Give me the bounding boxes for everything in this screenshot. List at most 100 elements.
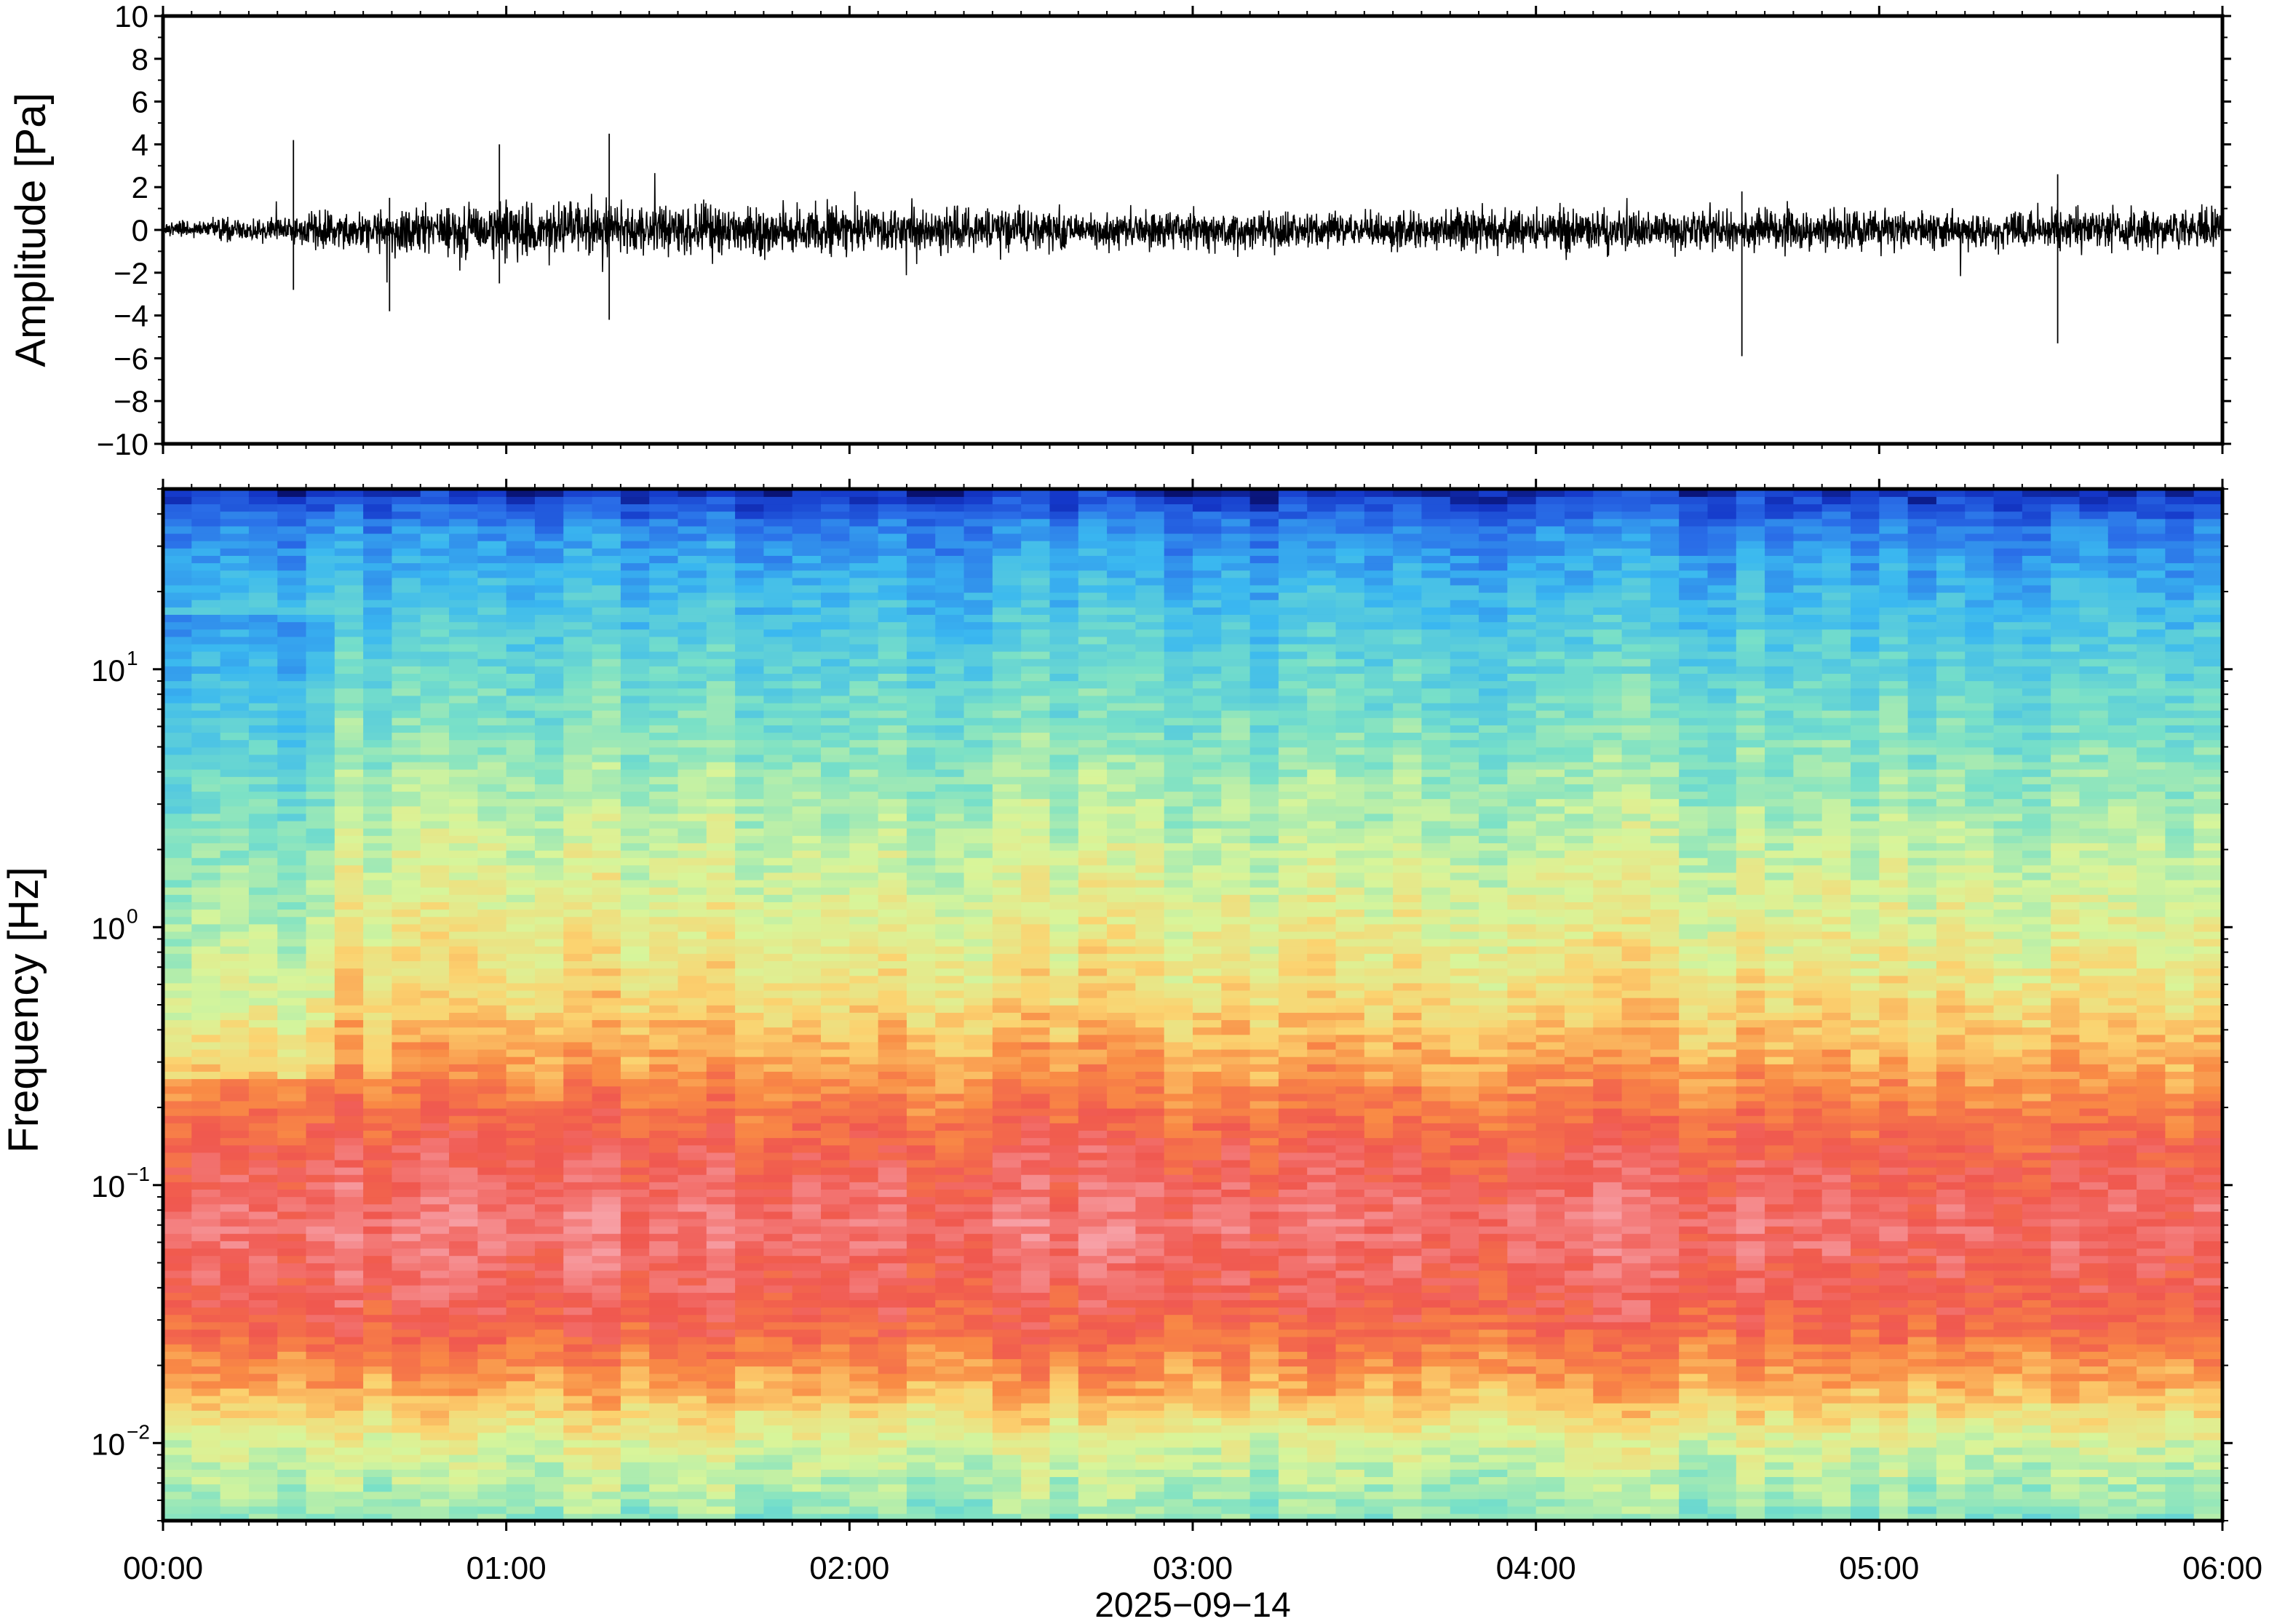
spectrogram-cell [506, 1498, 536, 1507]
spectrogram-cell [592, 1425, 621, 1433]
spectrogram-cell [163, 931, 193, 939]
spectrogram-cell [878, 1159, 907, 1168]
spectrogram-cell [306, 931, 335, 939]
spectrogram-cell [963, 533, 993, 541]
spectrogram-cell [163, 1321, 193, 1330]
spectrogram-cell [363, 805, 393, 814]
spectrogram-cell [677, 518, 707, 527]
spectrogram-cell [1021, 1329, 1051, 1337]
spectrogram-cell [248, 577, 279, 586]
spectrogram-cell [563, 1343, 593, 1352]
spectrogram-cell [706, 666, 736, 674]
spectrogram-cell [935, 1329, 965, 1337]
spectrogram-cell [1135, 982, 1165, 991]
spectrogram-cell [248, 1262, 279, 1271]
spectrogram-cell [735, 894, 765, 902]
spectrogram-cell [792, 1019, 822, 1028]
spectrogram-cell [392, 1292, 421, 1300]
spectrogram-cell [420, 1012, 450, 1021]
spectrogram-cell [477, 1064, 507, 1072]
spectrogram-cell [620, 1395, 650, 1404]
spectrogram-cell [191, 754, 221, 763]
spectrogram-cell [735, 761, 765, 770]
spectrogram-cell [992, 879, 1022, 888]
spectrogram-cell [506, 754, 536, 763]
spectrogram-cell [1078, 584, 1108, 593]
spectrogram-cell [935, 1130, 965, 1139]
spectrogram-cell [849, 886, 879, 895]
spectrogram-cell [163, 688, 193, 696]
spectrogram-cell [392, 968, 421, 976]
spectrogram-cell [449, 1189, 479, 1198]
spectrogram-cell [935, 1093, 965, 1102]
spectrogram-cell [163, 717, 193, 725]
spectrogram-cell [878, 688, 907, 696]
spectrogram-cell [477, 754, 507, 763]
spectrogram-cell [449, 1241, 479, 1249]
spectrogram-cell [935, 1064, 965, 1072]
spectrogram-cell [334, 901, 364, 910]
spectrogram-cell [592, 1439, 621, 1448]
spectrogram-cell [449, 1351, 479, 1359]
spectrogram-cell [792, 1410, 822, 1418]
spectrogram-cell [1135, 1373, 1165, 1382]
spectrogram-cell [792, 1078, 822, 1087]
spectrogram-cell [449, 1513, 479, 1521]
spectrogram-cell [506, 1351, 536, 1359]
spectrogram-cell [1078, 614, 1108, 623]
spectrogram-cell [1049, 938, 1079, 947]
spectrogram-cell [392, 739, 421, 748]
spectrogram-cell [534, 1012, 565, 1021]
spectrogram-cell [677, 1152, 707, 1161]
spectrogram-cell [392, 658, 421, 666]
spectrogram-cell [392, 1476, 421, 1485]
spectrogram-cell [906, 1027, 937, 1035]
spectrogram-cell [163, 503, 193, 512]
spectrogram-cell [1049, 1048, 1079, 1057]
spectrogram-cell [563, 548, 593, 556]
spectrogram-cell [392, 1159, 421, 1168]
spectrogram-cell [763, 1005, 793, 1013]
spectrogram-cell [935, 1218, 965, 1227]
spectrogram-cell [706, 1233, 736, 1241]
spectrogram-cell [392, 1388, 421, 1396]
spectrogram-cell [277, 614, 307, 623]
spectrogram-cell [963, 820, 993, 829]
spectrogram-cell [220, 1314, 250, 1323]
spectrogram-cell [363, 923, 393, 932]
spectrogram-cell [506, 1218, 536, 1227]
spectrogram-cell [1021, 607, 1051, 615]
spectrogram-cell [649, 1476, 679, 1485]
spectrogram-cell [592, 1476, 621, 1485]
spectrogram-cell [163, 1241, 193, 1249]
spectrogram-cell [620, 1476, 650, 1485]
spectrogram-cell [506, 1343, 536, 1352]
spectrogram-cell [963, 1078, 993, 1087]
spectrogram-cell [334, 555, 364, 564]
spectrogram-cell [163, 1218, 193, 1227]
spectrogram-cell [477, 489, 507, 497]
spectrogram-cell [992, 923, 1022, 932]
spectrogram-cell [563, 1395, 593, 1404]
spectrogram-cell [649, 857, 679, 866]
spectrogram-cell [821, 1402, 851, 1411]
spectrogram-cell [277, 1041, 307, 1050]
spectrogram-cell [592, 923, 621, 932]
spectrogram-cell [1021, 1484, 1051, 1492]
spectrogram-cell [735, 666, 765, 674]
spectrogram-cell [906, 1388, 937, 1396]
spectrogram-cell [592, 1484, 621, 1492]
spectrogram-cell [449, 688, 479, 696]
spectrogram-cell [878, 533, 907, 541]
spectrogram-cell [821, 1446, 851, 1455]
spectrogram-cell [792, 1505, 822, 1514]
spectrogram-cell [763, 1130, 793, 1139]
spectrogram-cell [363, 1336, 393, 1345]
spectrogram-cell [792, 1255, 822, 1264]
spectrogram-cell [1021, 1513, 1051, 1521]
spectrogram-cell [935, 886, 965, 895]
spectrogram-cell [277, 1233, 307, 1241]
spectrogram-cell [821, 1130, 851, 1139]
spectrogram-cell [706, 533, 736, 541]
spectrogram-cell [1049, 1174, 1079, 1182]
